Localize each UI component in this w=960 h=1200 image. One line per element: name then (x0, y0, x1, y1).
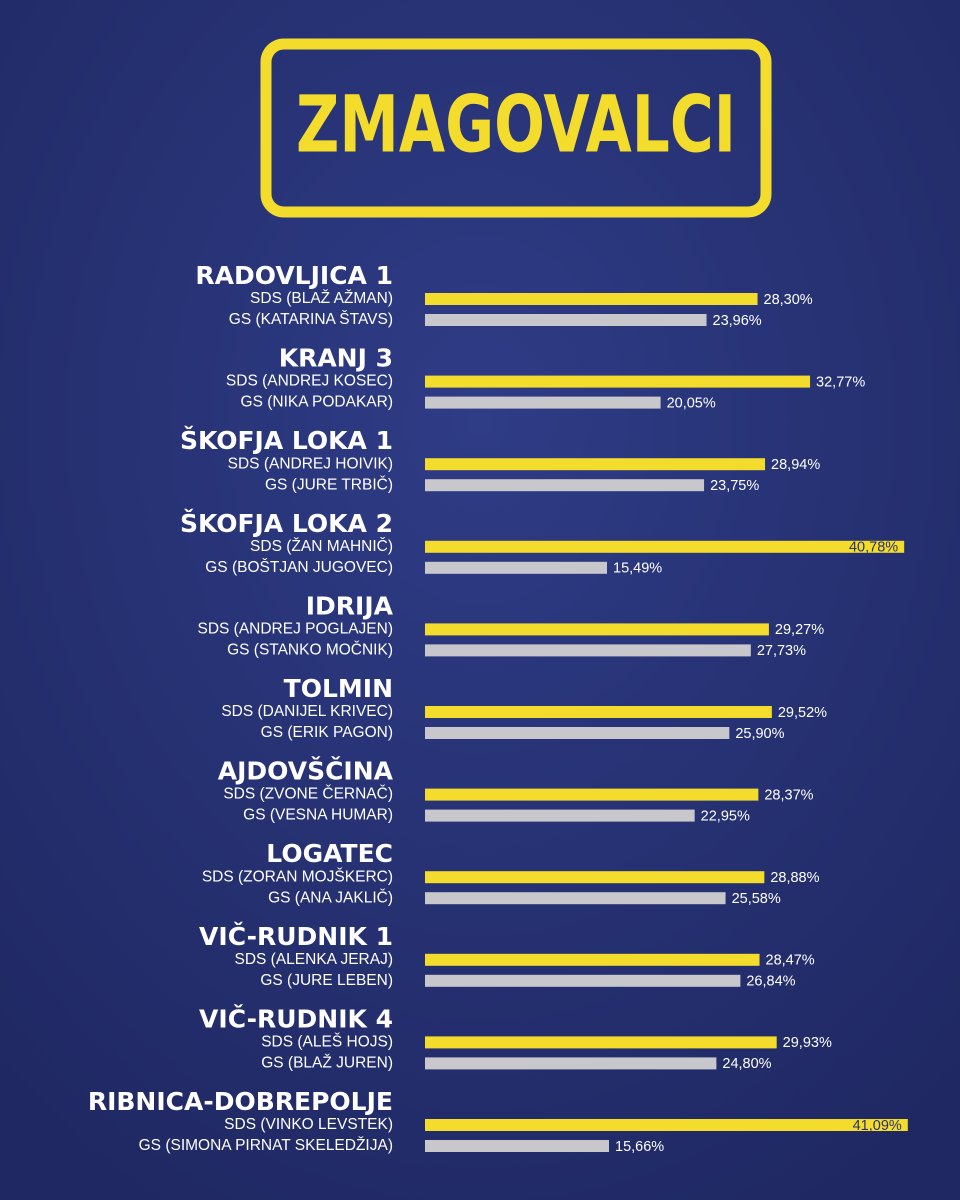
bar (425, 1119, 908, 1131)
value-label: 27,73% (757, 643, 806, 659)
value-label: 28,37% (764, 787, 813, 803)
candidate-label: SDS (ALEŠ HOJS) (261, 1033, 393, 1050)
candidate-label: GS (KATARINA ŠTAVS) (229, 311, 393, 328)
candidate-label: SDS (VINKO LEVSTEK) (224, 1116, 393, 1133)
candidate-label: SDS (ANDREJ POGLAJEN) (197, 620, 393, 637)
bar (425, 871, 765, 884)
stamp-frame (260, 38, 772, 218)
value-label: 28,88% (770, 870, 819, 886)
bar (425, 727, 730, 739)
candidate-label: SDS (DANIJEL KRIVEC) (221, 703, 393, 720)
bar (425, 479, 705, 492)
bar (425, 375, 811, 388)
bar (425, 623, 769, 636)
bar (425, 953, 760, 966)
bar (425, 396, 661, 409)
bar (425, 788, 759, 801)
district-name: VIČ-RUDNIK 4 (199, 1003, 393, 1033)
district-name: ŠKOFJA LOKA 2 (180, 508, 393, 538)
bar (425, 1036, 777, 1049)
candidate-label: SDS (ZVONE ČERNAČ) (223, 786, 393, 803)
candidate-label: GS (SIMONA PIRNAT SKELEDŽIJA) (139, 1137, 393, 1154)
district-name: LOGATEC (266, 839, 393, 868)
bar (425, 314, 707, 326)
value-label: 29,52% (778, 705, 827, 721)
district-name: VIČ-RUDNIK 1 (199, 921, 393, 951)
candidate-label: GS (ANA JAKLIČ) (268, 889, 393, 906)
candidate-label: GS (VESNA HUMAR) (243, 807, 393, 824)
value-label: 41,09% (853, 1118, 902, 1134)
bar (425, 1140, 610, 1152)
value-label: 32,77% (816, 374, 865, 390)
candidate-label: SDS (ŽAN MAHNIČ) (250, 538, 393, 555)
district-name: RADOVLJICA 1 (195, 261, 393, 290)
district-name: ŠKOFJA LOKA 1 (180, 425, 393, 455)
value-label: 29,27% (775, 622, 824, 638)
candidate-label: GS (JURE LEBEN) (260, 972, 393, 989)
bar (425, 540, 905, 553)
value-label: 20,05% (667, 395, 716, 411)
candidate-label: SDS (ANDREJ KOSEC) (226, 373, 393, 390)
value-label: 28,47% (766, 953, 815, 969)
candidate-label: GS (ERIK PAGON) (261, 724, 393, 741)
candidate-label: SDS (ZORAN MOJŠKERC) (202, 868, 393, 885)
bar (425, 892, 726, 905)
bar (425, 644, 751, 657)
candidate-label: GS (STANKO MOČNIK) (227, 641, 393, 658)
value-label: 28,30% (764, 292, 813, 308)
value-label: 25,90% (735, 726, 784, 742)
value-label: 29,93% (783, 1035, 832, 1051)
bar (425, 974, 741, 987)
value-label: 15,66% (615, 1139, 664, 1155)
district-name: IDRIJA (306, 591, 394, 620)
value-label: 23,96% (713, 313, 762, 329)
bar (425, 809, 695, 822)
value-label: 15,49% (613, 561, 662, 577)
district-name: TOLMIN (284, 674, 393, 703)
value-label: 40,78% (849, 540, 898, 556)
value-label: 24,80% (722, 1056, 771, 1072)
value-label: 22,95% (701, 808, 750, 824)
bar (425, 561, 608, 574)
district-name: KRANJ 3 (279, 344, 393, 373)
candidate-label: GS (BOŠTJAN JUGOVEC) (205, 559, 393, 576)
value-label: 23,75% (710, 478, 759, 494)
candidate-label: SDS (BLAŽ AŽMAN) (250, 290, 393, 307)
candidate-label: SDS (ANDREJ HOIVIK) (228, 455, 393, 472)
candidate-label: GS (BLAŽ JUREN) (261, 1054, 393, 1071)
bar (425, 1057, 717, 1070)
district-name: RIBNICA-DOBREPOLJE (88, 1087, 393, 1116)
candidate-label: GS (NIKA PODAKAR) (241, 394, 393, 411)
value-label: 25,58% (732, 891, 781, 907)
bar (425, 706, 772, 718)
title: ZMAGOVALCI (296, 80, 736, 170)
district-name: AJDOVŠČINA (218, 756, 394, 786)
bar (425, 293, 758, 305)
candidate-label: GS (JURE TRBIČ) (265, 476, 393, 493)
value-label: 28,94% (771, 457, 820, 473)
value-label: 26,84% (746, 974, 795, 990)
bar (425, 458, 766, 471)
candidate-label: SDS (ALENKA JERAJ) (235, 951, 394, 968)
